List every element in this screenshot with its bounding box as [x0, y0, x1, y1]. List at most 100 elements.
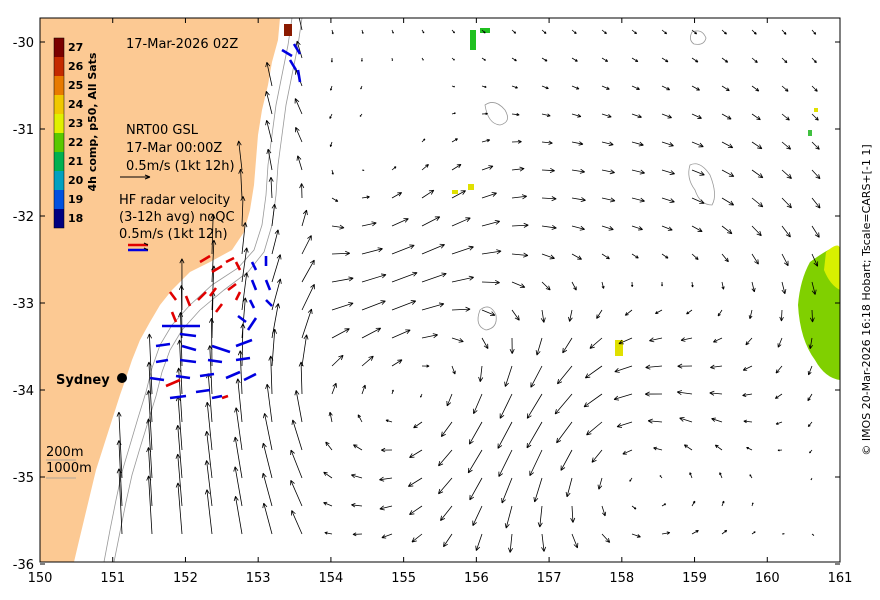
- sydney-label: Sydney: [56, 373, 110, 388]
- current-arrow: [568, 309, 573, 322]
- current-arrow: [391, 192, 403, 199]
- current-arrow: [451, 190, 466, 199]
- colorbar-label: 20: [68, 174, 84, 187]
- current-arrow: [601, 533, 611, 543]
- current-arrow: [811, 281, 817, 295]
- current-arrow: [751, 57, 758, 63]
- current-arrow: [511, 309, 520, 321]
- current-arrow: [541, 113, 551, 118]
- current-arrow: [751, 502, 754, 507]
- current-arrow: [261, 472, 273, 507]
- current-arrow: [207, 345, 213, 395]
- current-arrow: [381, 447, 393, 453]
- current-arrow: [751, 225, 762, 237]
- current-arrow: [781, 225, 791, 238]
- hf-radar-vectors: [149, 43, 302, 400]
- current-arrow: [501, 477, 513, 504]
- hf-legend-line1: HF radar velocity: [119, 193, 231, 208]
- current-arrow: [511, 85, 518, 89]
- current-arrow: [677, 363, 693, 369]
- current-arrow: [301, 259, 315, 283]
- x-tick-label: 157: [537, 571, 562, 586]
- current-arrow: [554, 393, 573, 415]
- hf-radar-vector: [175, 374, 191, 380]
- current-arrow: [571, 197, 586, 203]
- x-axis: 150 151 152 153 154 155 156 157 158 159 160 161: [28, 18, 853, 586]
- current-arrow: [331, 169, 334, 175]
- colorbar-label: 22: [68, 136, 83, 149]
- current-arrow: [291, 419, 303, 451]
- current-arrow: [271, 203, 277, 227]
- current-arrow: [421, 189, 435, 199]
- current-arrow: [535, 337, 543, 356]
- y-tick-label: -33: [13, 297, 34, 312]
- current-arrow: [498, 449, 513, 477]
- hf-radar-vector: [208, 287, 218, 297]
- hf-radar-vector: [235, 356, 251, 362]
- current-arrow: [661, 531, 671, 535]
- hf-radar-vector: [288, 59, 298, 71]
- current-arrow: [324, 531, 333, 535]
- current-arrow: [541, 253, 555, 260]
- current-arrow: [748, 309, 753, 320]
- current-arrow: [497, 421, 513, 449]
- current-arrow: [233, 436, 243, 479]
- current-arrow: [541, 167, 555, 173]
- current-arrow: [360, 85, 363, 90]
- current-arrow: [781, 532, 785, 535]
- current-arrow: [631, 113, 642, 119]
- current-arrow: [508, 533, 514, 553]
- current-arrow: [746, 446, 753, 451]
- current-arrow: [743, 419, 753, 424]
- current-arrow: [709, 390, 723, 396]
- current-arrow: [811, 29, 817, 35]
- current-arrow: [661, 197, 675, 204]
- current-arrow: [504, 365, 513, 387]
- current-arrow: [481, 165, 494, 171]
- current-arrow: [481, 29, 486, 34]
- hf-radar-vector: [199, 372, 215, 378]
- current-arrow: [809, 309, 815, 323]
- y-tick-label: -30: [13, 36, 34, 51]
- current-arrow: [379, 476, 393, 482]
- current-arrow: [391, 359, 403, 367]
- current-arrow: [361, 169, 365, 172]
- current-arrow: [721, 529, 728, 535]
- current-arrow: [294, 390, 303, 423]
- current-arrow: [241, 222, 248, 255]
- current-arrow: [331, 224, 345, 230]
- current-arrow: [661, 57, 669, 63]
- current-arrow: [781, 281, 787, 295]
- current-arrow: [511, 112, 520, 117]
- current-arrow: [742, 393, 753, 397]
- contour-1000m: [113, 18, 303, 562]
- current-arrow: [811, 85, 818, 92]
- current-arrow: [451, 112, 456, 115]
- current-arrow: [649, 337, 663, 343]
- colorbar-swatch: [54, 209, 64, 228]
- y-tick-label: -36: [13, 558, 34, 573]
- current-arrow: [808, 337, 813, 350]
- current-arrow: [661, 503, 667, 507]
- hf-radar-vector: [184, 295, 192, 307]
- current-arrow: [331, 197, 339, 202]
- current-arrow: [446, 393, 453, 407]
- x-tick-label: 161: [828, 571, 853, 586]
- current-arrow: [330, 57, 333, 63]
- current-arrow: [301, 235, 312, 255]
- current-arrow: [421, 333, 438, 339]
- hf-radar-vector: [264, 279, 272, 291]
- hf-radar-vector: [181, 344, 197, 352]
- current-arrow: [742, 365, 753, 371]
- current-arrow: [691, 29, 698, 35]
- x-tick-label: 152: [173, 571, 198, 586]
- current-arrow: [391, 218, 409, 227]
- x-tick-label: 153: [246, 571, 271, 586]
- current-arrow: [644, 391, 663, 397]
- current-arrow: [481, 249, 502, 255]
- current-arrow: [751, 281, 756, 293]
- current-arrow: [811, 57, 817, 64]
- current-arrow: [451, 217, 471, 227]
- current-arrow: [146, 418, 153, 479]
- current-arrow: [631, 281, 634, 287]
